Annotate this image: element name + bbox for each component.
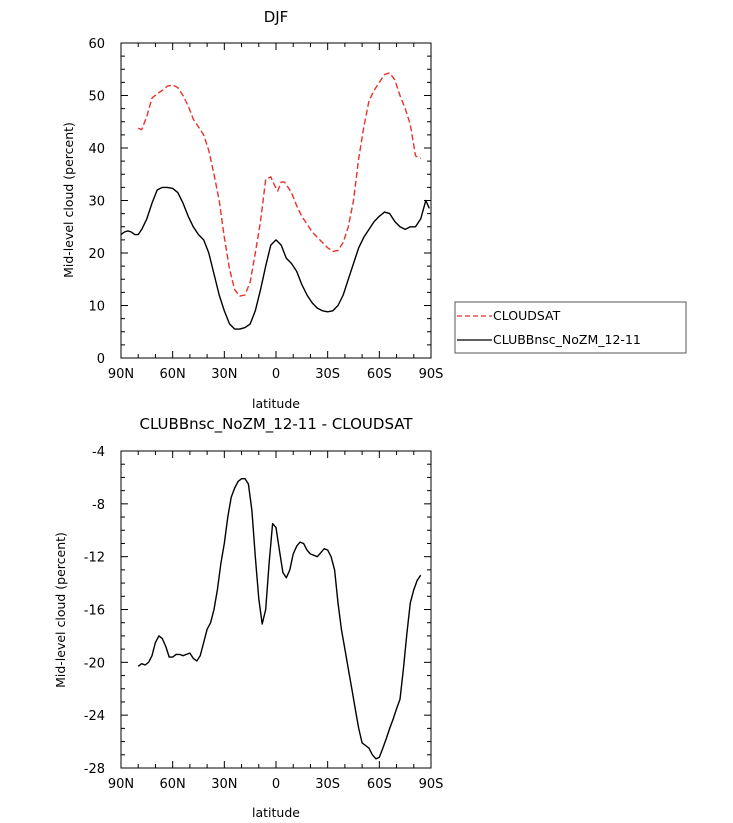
top-y-ticks: 0 10 20 30 40 50 60 bbox=[88, 37, 431, 367]
top-y-tick-label: 40 bbox=[88, 142, 105, 157]
bottom-y-tick-label: -20 bbox=[84, 656, 105, 671]
top-panel: DJF 90N 60N 30N 0 30S 60S 90S 0 10 20 30 40 50 60 la… bbox=[61, 8, 443, 411]
top-x-tick-label: 90N bbox=[108, 367, 134, 382]
top-y-tick-label: 10 bbox=[88, 300, 105, 315]
top-x-tick-label: 30S bbox=[315, 367, 340, 382]
bottom-y-tick-label: -8 bbox=[92, 498, 105, 513]
bottom-x-tick-label: 0 bbox=[272, 777, 280, 792]
bottom-y-axis-label: Mid-level cloud (percent) bbox=[53, 532, 68, 688]
bottom-x-tick-label: 30N bbox=[211, 777, 237, 792]
bottom-y-tick-label: -4 bbox=[92, 445, 105, 460]
top-x-tick-label: 60N bbox=[160, 367, 186, 382]
bottom-x-tick-label: 30S bbox=[315, 777, 340, 792]
bottom-x-ticks: 90N 60N 30N 0 30S 60S 90S bbox=[108, 451, 444, 792]
bottom-chart-title: CLUBBnsc_NoZM_12-11 - CLOUDSAT bbox=[139, 415, 413, 434]
top-x-tick-label: 30N bbox=[211, 367, 237, 382]
bottom-y-tick-label: -12 bbox=[84, 551, 105, 566]
bottom-series-line-0 bbox=[137, 478, 422, 760]
bottom-y-tick-label: -16 bbox=[84, 604, 105, 619]
top-y-tick-label: 20 bbox=[88, 247, 105, 262]
top-y-axis-label: Mid-level cloud (percent) bbox=[61, 122, 76, 278]
top-series-line-cloudsat bbox=[137, 72, 422, 297]
top-x-tick-label: 0 bbox=[272, 367, 280, 382]
top-y-tick-label: 50 bbox=[88, 90, 105, 105]
bottom-series-lines bbox=[137, 478, 422, 760]
top-x-tick-label: 60S bbox=[367, 367, 392, 382]
top-series-line-clubbnsc-nozm-12-11 bbox=[120, 186, 430, 330]
legend: CLOUDSAT CLUBBnsc_NoZM_12-11 bbox=[454, 301, 687, 354]
bottom-x-tick-label: 90N bbox=[108, 777, 134, 792]
bottom-y-tick-label: -28 bbox=[84, 762, 105, 777]
top-y-tick-label: 30 bbox=[88, 195, 105, 210]
bottom-y-tick-label: -24 bbox=[84, 709, 105, 724]
bottom-plot-frame bbox=[120, 450, 432, 769]
legend-box bbox=[454, 301, 687, 354]
top-x-axis-label: latitude bbox=[252, 396, 300, 411]
top-plot-frame bbox=[120, 42, 432, 359]
legend-label-cloudsat: CLOUDSAT bbox=[493, 308, 561, 323]
bottom-panel: CLUBBnsc_NoZM_12-11 - CLOUDSAT 90N 60N 30N… bbox=[53, 415, 443, 820]
bottom-x-axis-label: latitude bbox=[252, 805, 300, 820]
bottom-y-ticks: -28 -24 -20 -16 -12 -8 -4 bbox=[84, 445, 431, 777]
top-y-tick-label: 0 bbox=[97, 352, 105, 367]
top-series-lines bbox=[120, 72, 430, 330]
bottom-x-tick-label: 60N bbox=[160, 777, 186, 792]
bottom-x-tick-label: 90S bbox=[419, 777, 444, 792]
top-y-tick-label: 60 bbox=[88, 37, 105, 52]
top-chart-title: DJF bbox=[264, 8, 289, 26]
top-x-ticks: 90N 60N 30N 0 30S 60S 90S bbox=[108, 43, 444, 382]
legend-label-clubb: CLUBBnsc_NoZM_12-11 bbox=[493, 332, 641, 347]
bottom-x-tick-label: 60S bbox=[367, 777, 392, 792]
top-x-tick-label: 90S bbox=[419, 367, 444, 382]
